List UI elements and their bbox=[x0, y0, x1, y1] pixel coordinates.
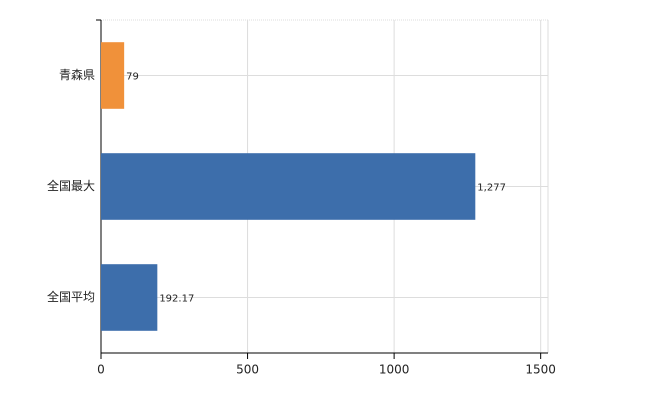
x-tick-label: 1500 bbox=[525, 363, 556, 377]
bar bbox=[101, 153, 476, 220]
x-tick-label: 1000 bbox=[379, 363, 410, 377]
y-tick-label: 全国平均 bbox=[47, 289, 95, 304]
x-tick-label: 0 bbox=[97, 363, 105, 377]
bar bbox=[101, 42, 125, 109]
value-label: 79 bbox=[126, 72, 139, 83]
y-tick-label: 青森県 bbox=[59, 67, 95, 82]
x-tick-label: 500 bbox=[236, 363, 259, 377]
value-label: 192.17 bbox=[159, 294, 194, 305]
bar bbox=[101, 264, 158, 331]
value-label: 1,277 bbox=[477, 183, 506, 194]
y-tick-label: 全国最大 bbox=[47, 178, 95, 193]
